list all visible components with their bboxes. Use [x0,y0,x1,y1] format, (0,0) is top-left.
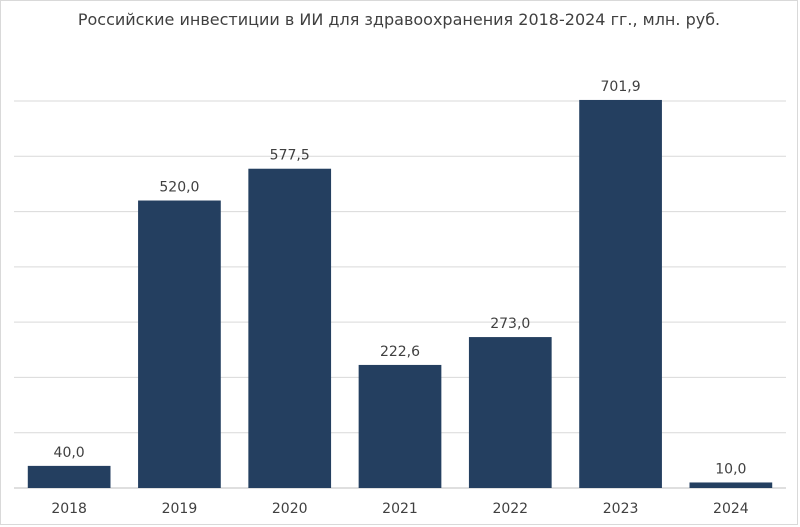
x-tick-2021: 2021 [382,501,418,517]
bar-2024 [689,482,773,488]
data-label-2020: 577,5 [270,148,310,164]
data-label-2022: 273,0 [490,316,530,332]
bar-2022 [468,337,552,488]
data-label-2019: 520,0 [159,180,199,196]
x-tick-labels: 2018 2019 2020 2021 2022 2023 2024 [51,501,748,517]
data-labels: 40,0 520,0 577,5 222,6 273,0 701,9 10,0 [54,79,747,478]
data-label-2023: 701,9 [601,79,641,95]
x-tick-2023: 2023 [603,501,639,517]
bar-2020 [248,168,332,488]
chart-title: Российские инвестиции в ИИ для здравоохр… [77,10,721,29]
x-tick-2019: 2019 [162,501,198,517]
bar-2021 [358,364,442,488]
bar-2019 [138,200,221,488]
data-label-2021: 222,6 [380,344,420,360]
data-label-2024: 10,0 [715,461,746,477]
data-label-2018: 40,0 [54,445,85,461]
x-tick-2018: 2018 [51,501,87,517]
bar-2018 [27,465,111,488]
x-tick-2024: 2024 [713,501,749,517]
x-tick-2020: 2020 [272,501,308,517]
bar-2023 [579,99,662,488]
x-tick-2022: 2022 [492,501,528,517]
bars [27,99,773,488]
